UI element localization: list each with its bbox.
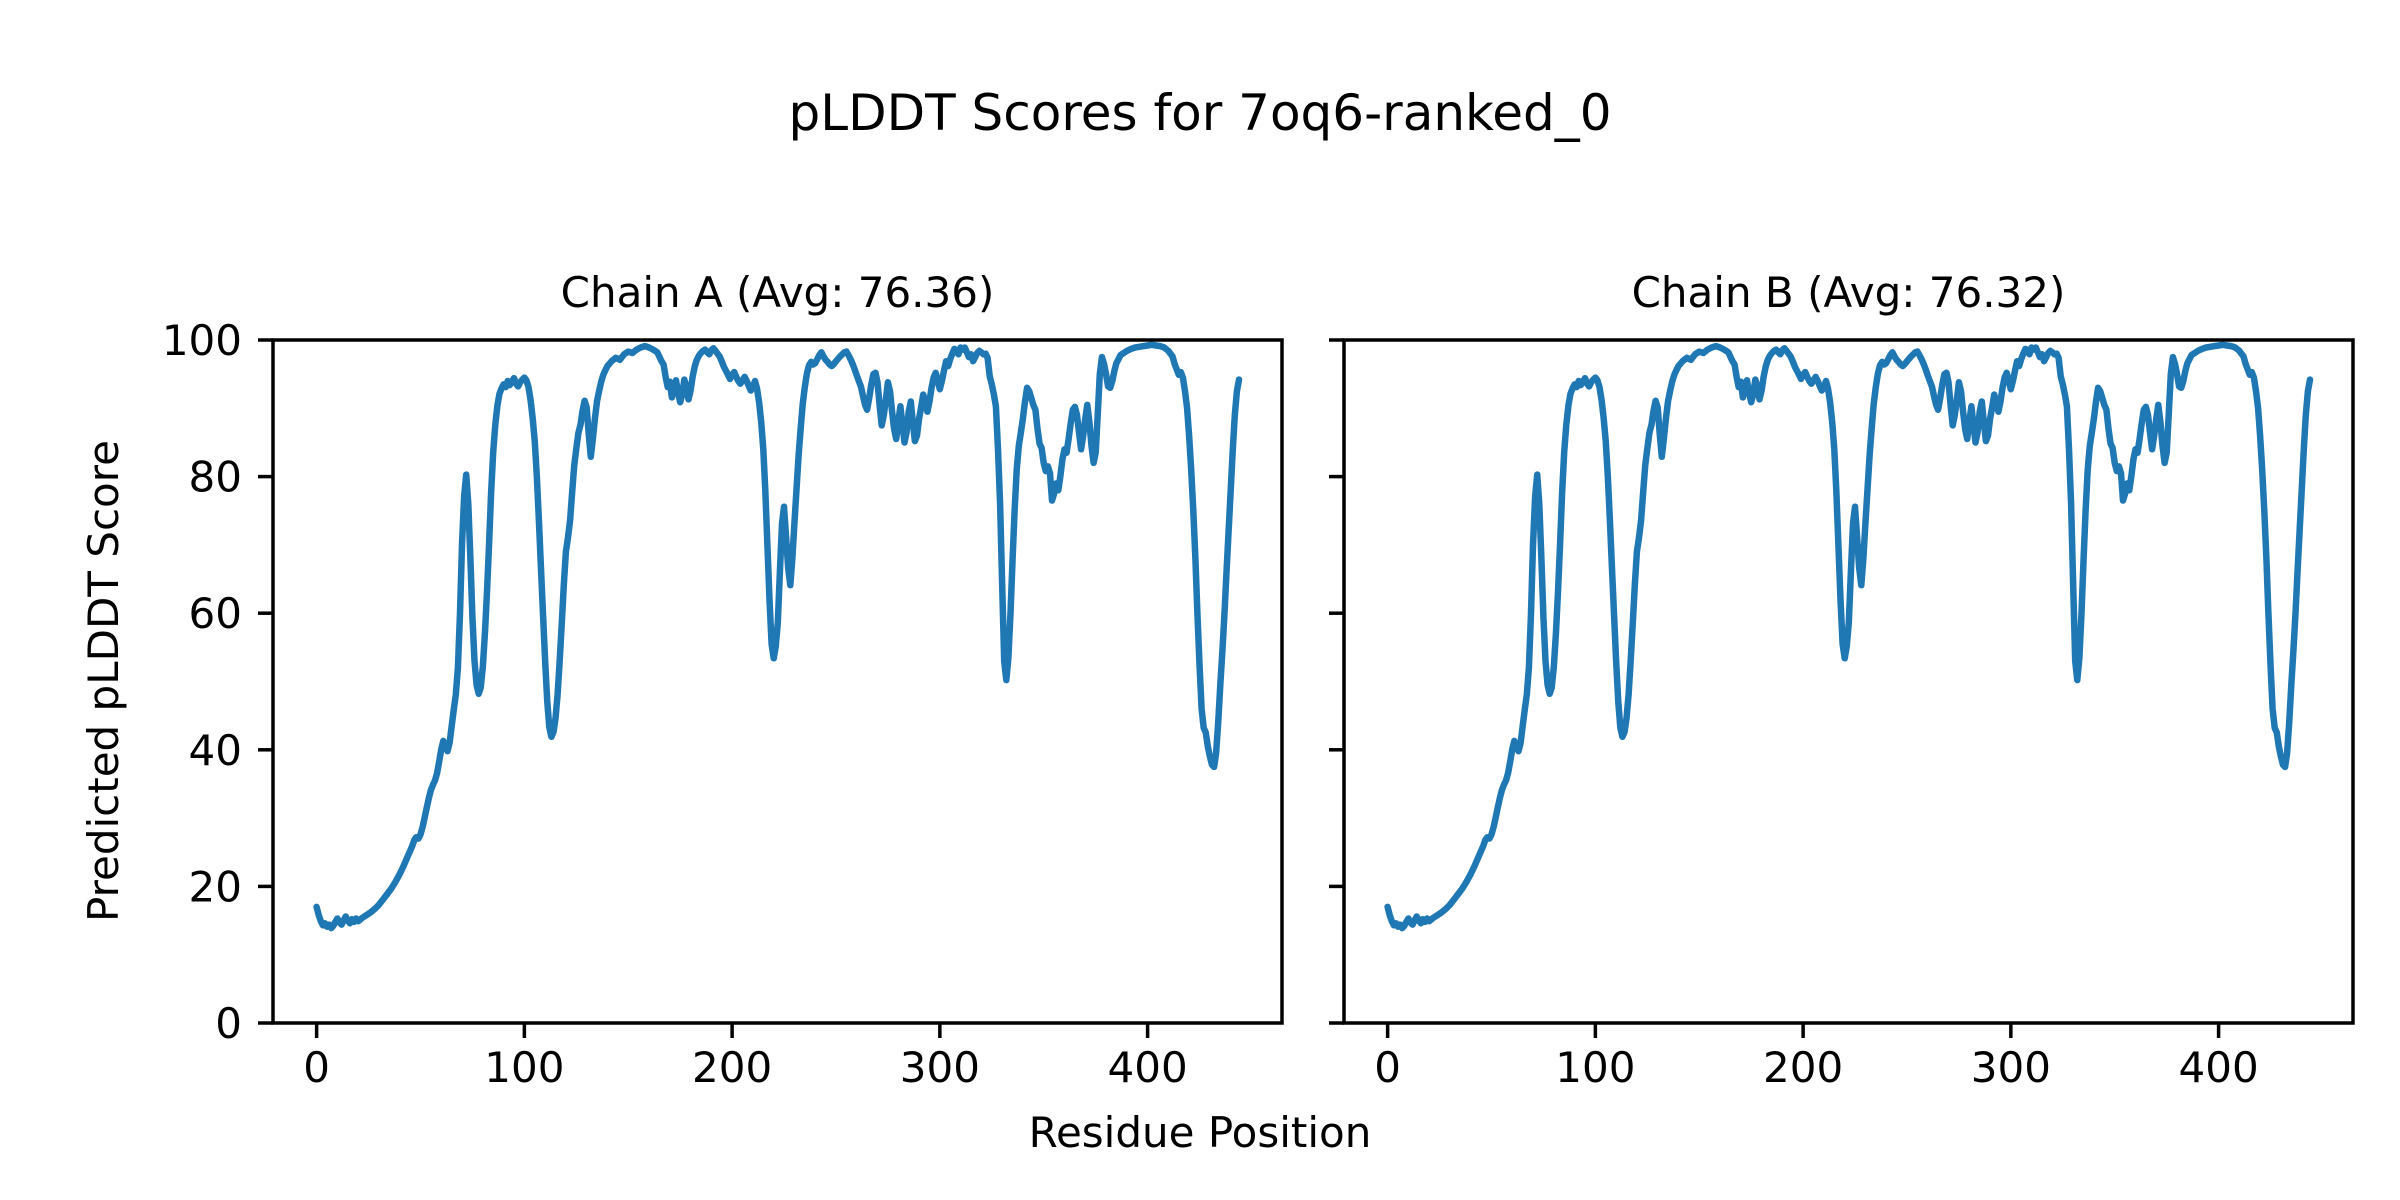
y-tick-label: 0 bbox=[215, 999, 242, 1048]
x-tick-label: 400 bbox=[1108, 1043, 1188, 1092]
x-tick-label: 100 bbox=[1555, 1043, 1635, 1092]
x-tick-label: 200 bbox=[692, 1043, 772, 1092]
subplot-title-chain-b: Chain B (Avg: 76.32) bbox=[1631, 268, 2066, 317]
x-tick-label: 300 bbox=[900, 1043, 980, 1092]
x-tick-label: 100 bbox=[484, 1043, 564, 1092]
y-tick-label: 20 bbox=[189, 862, 242, 911]
axes-spines bbox=[1342, 338, 2355, 1025]
axes-spines bbox=[271, 338, 1284, 1025]
x-tick-label: 300 bbox=[1971, 1043, 2051, 1092]
x-tick-label: 0 bbox=[303, 1043, 330, 1092]
x-tick-label: 200 bbox=[1763, 1043, 1843, 1092]
y-tick-label: 100 bbox=[162, 316, 242, 365]
y-tick-label: 80 bbox=[189, 453, 242, 502]
y-tick-label: 60 bbox=[189, 589, 242, 638]
x-tick-label: 0 bbox=[1374, 1043, 1401, 1092]
axes-chain-a: 0 100 200 300 400 0 20 40 60 80 100 bbox=[162, 316, 1284, 1092]
axes-chain-b: 0 100 200 300 400 bbox=[1329, 338, 2355, 1092]
figure-title: pLDDT Scores for 7oq6-ranked_0 bbox=[788, 84, 1612, 142]
x-axis-label: Residue Position bbox=[1028, 1108, 1372, 1157]
subplot-title-chain-a: Chain A (Avg: 76.36) bbox=[560, 268, 995, 317]
y-tick-label: 40 bbox=[189, 726, 242, 775]
x-tick-label: 400 bbox=[2179, 1043, 2259, 1092]
plddt-line-chain-a bbox=[313, 341, 1243, 932]
plddt-line-chain-b bbox=[1384, 341, 2314, 932]
